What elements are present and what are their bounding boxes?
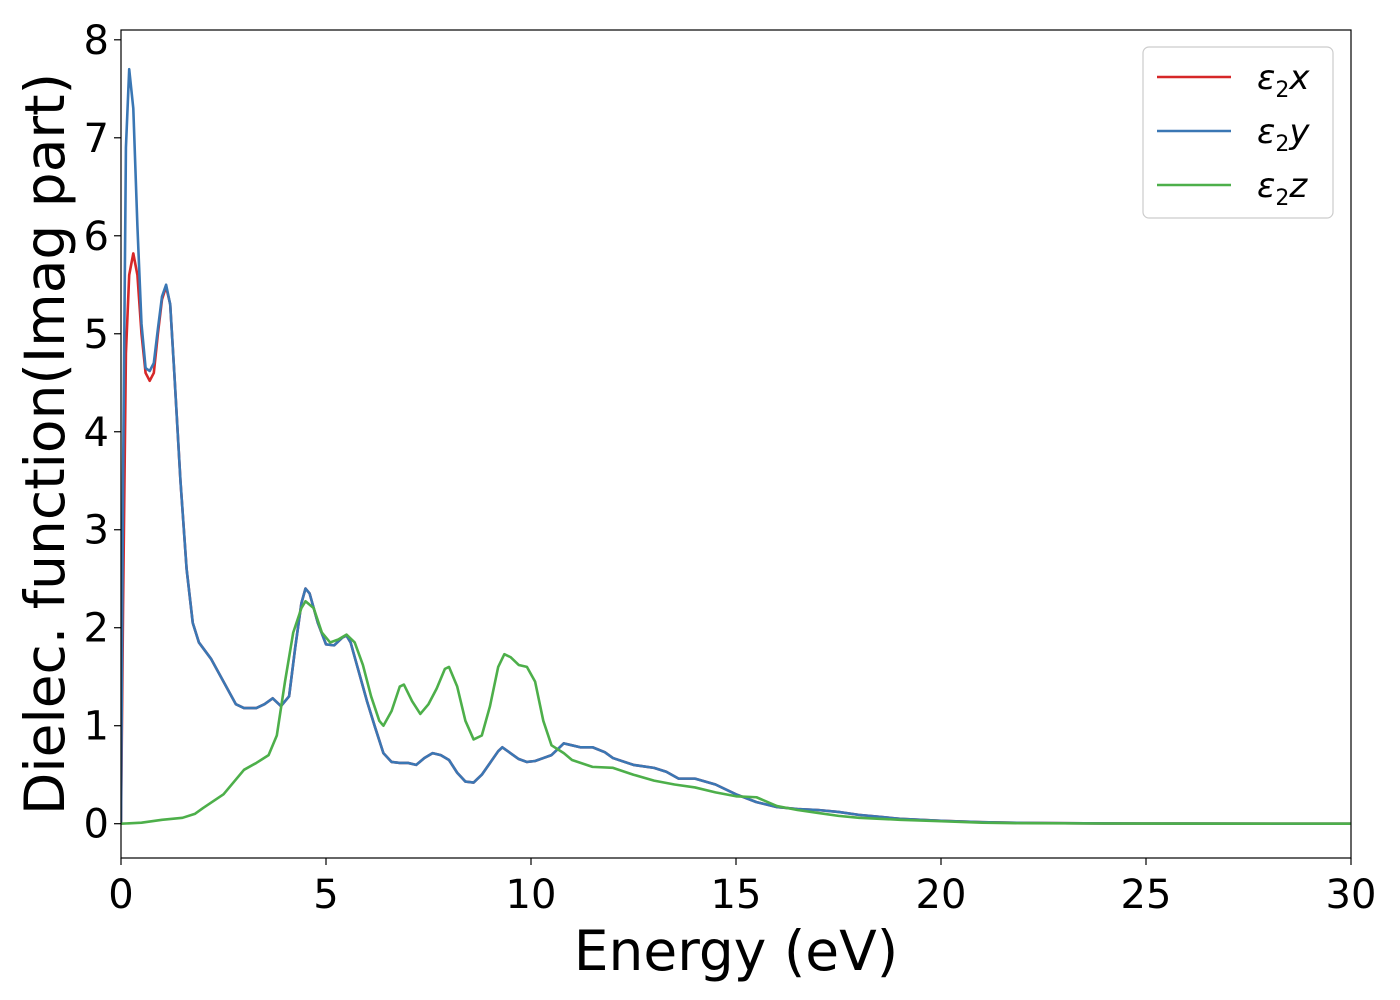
x-tick-label: 15 — [711, 872, 762, 918]
y-tick-label: 4 — [84, 410, 109, 456]
legend-box — [1142, 46, 1334, 219]
y-tick-label: 2 — [84, 606, 109, 652]
y-tick-label: 8 — [84, 18, 109, 64]
x-tick-label: 10 — [506, 872, 557, 918]
x-tick-label: 5 — [313, 872, 338, 918]
y-tick-label: 6 — [84, 214, 109, 260]
y-tick-label: 5 — [84, 312, 109, 358]
legend-label-z: ε2z — [1257, 166, 1308, 211]
legend: ε2x ε2y ε2z — [1142, 46, 1334, 219]
x-tick-label: 0 — [108, 872, 133, 918]
y-tick-label: 0 — [84, 802, 109, 848]
x-tick-label: 25 — [1121, 872, 1172, 918]
x-axis-label: Energy (eV) — [574, 919, 898, 983]
legend-label-x: ε2x — [1257, 58, 1310, 103]
axes: 0 5 10 15 20 25 30 0 1 2 3 4 5 6 7 8 — [84, 18, 1377, 918]
y-axis-label: Dielec. function(Imag part) — [13, 73, 77, 815]
x-tick-label: 20 — [916, 872, 967, 918]
y-tick-label: 3 — [84, 508, 109, 554]
series-line-z — [121, 599, 1351, 825]
series-line-y — [121, 67, 1351, 825]
legend-label-y: ε2y — [1257, 112, 1310, 157]
y-tick-label: 1 — [84, 704, 109, 750]
x-tick-label: 30 — [1326, 872, 1377, 918]
y-tick-label: 7 — [84, 116, 109, 162]
